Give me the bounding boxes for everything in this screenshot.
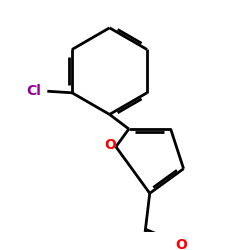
Text: O: O xyxy=(175,238,187,250)
Text: Cl: Cl xyxy=(26,84,41,98)
Text: O: O xyxy=(104,138,116,152)
